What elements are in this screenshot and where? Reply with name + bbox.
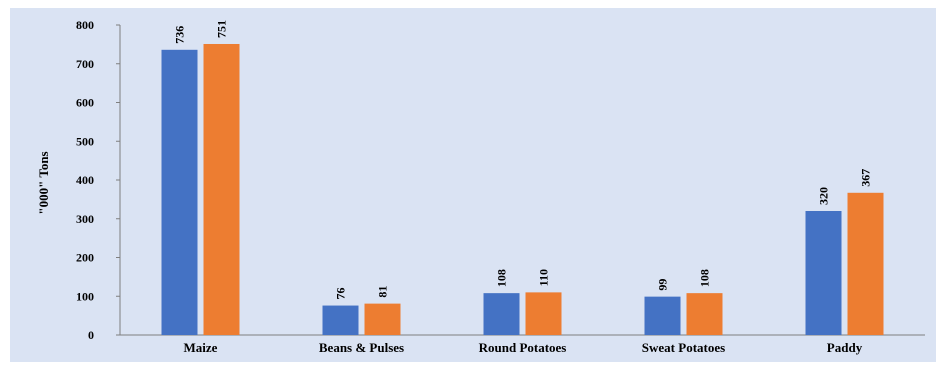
x-tick-label: Round Potatoes xyxy=(479,340,567,355)
bars xyxy=(161,43,884,336)
y-axis-label: "000" Tons xyxy=(36,151,51,214)
y-tick-label: 700 xyxy=(76,57,94,71)
data-label: 736 xyxy=(173,26,187,44)
y-tick-label: 0 xyxy=(88,328,94,342)
bar xyxy=(525,292,562,335)
bar xyxy=(805,211,842,335)
y-tick-label: 100 xyxy=(76,289,94,303)
y-tick-label: 500 xyxy=(76,134,94,148)
x-tick-label: Beans & Pulses xyxy=(319,340,404,355)
bar xyxy=(644,296,681,335)
y-tick-label: 300 xyxy=(76,212,94,226)
data-label: 320 xyxy=(817,187,831,205)
bar xyxy=(161,49,198,336)
y-tick-label: 800 xyxy=(76,18,94,32)
y-axis: 0 100 200 300 400 500 600 700 800 xyxy=(76,18,121,342)
y-tick-label: 400 xyxy=(76,173,94,187)
data-label: 108 xyxy=(495,269,509,287)
data-label: 751 xyxy=(215,20,229,38)
data-label: 367 xyxy=(859,169,873,187)
data-label: 81 xyxy=(376,286,390,298)
bar xyxy=(203,43,240,336)
bar xyxy=(483,293,520,335)
bar xyxy=(686,293,723,335)
y-tick-label: 200 xyxy=(76,251,94,265)
data-label: 108 xyxy=(698,269,712,287)
data-label: 110 xyxy=(537,269,551,286)
x-tick-label: Maize xyxy=(184,340,218,355)
data-labels: 736 751 76 81 108 110 99 108 320 367 xyxy=(173,20,873,300)
bar xyxy=(322,305,359,335)
x-tick-label: Paddy xyxy=(827,340,863,355)
bar xyxy=(364,303,401,335)
x-tick-label: Sweat Potatoes xyxy=(642,340,725,355)
bar xyxy=(847,192,884,335)
data-label: 76 xyxy=(334,288,348,300)
data-label: 99 xyxy=(656,279,670,291)
y-tick-label: 600 xyxy=(76,96,94,110)
x-axis: Maize Beans & Pulses Round Potatoes Sweat P… xyxy=(120,334,925,355)
